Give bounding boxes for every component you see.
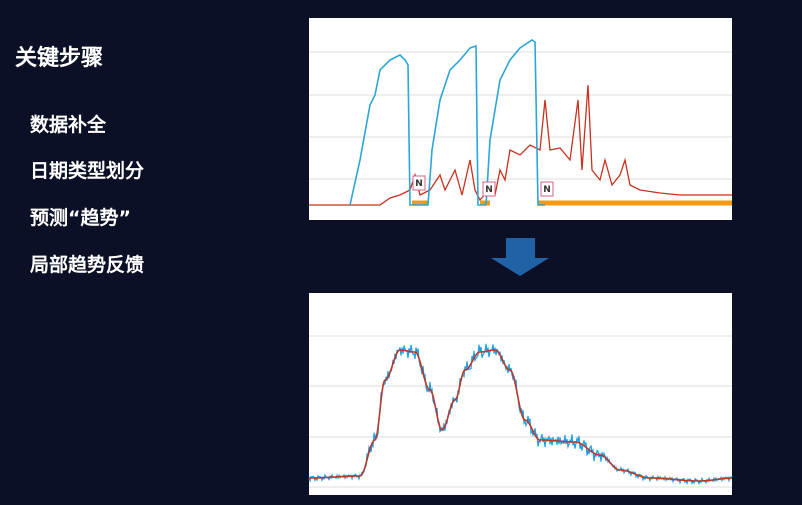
marker-label: N <box>543 185 551 195</box>
down-arrow <box>491 238 549 276</box>
grid <box>309 51 732 180</box>
n-markers: N N N <box>412 175 554 197</box>
step: 预测“趋势” <box>30 207 131 229</box>
step: 日期类型划分 <box>30 160 145 182</box>
step: 数据补全 <box>30 114 107 136</box>
grid <box>309 335 732 488</box>
marker-label: N <box>415 179 423 189</box>
bottom-chart <box>308 293 733 495</box>
step: 局部趋势反馈 <box>30 254 145 276</box>
marker-label: N <box>485 185 493 195</box>
red-line <box>309 349 732 482</box>
marker-box <box>412 175 426 191</box>
blue-line <box>349 39 545 206</box>
marker-box <box>540 181 554 197</box>
marker-box <box>482 181 496 197</box>
slide-title: 关键步骤 <box>15 46 104 71</box>
red-line <box>309 84 732 206</box>
chart-bg <box>309 293 732 495</box>
top-chart: N N N <box>309 18 732 220</box>
